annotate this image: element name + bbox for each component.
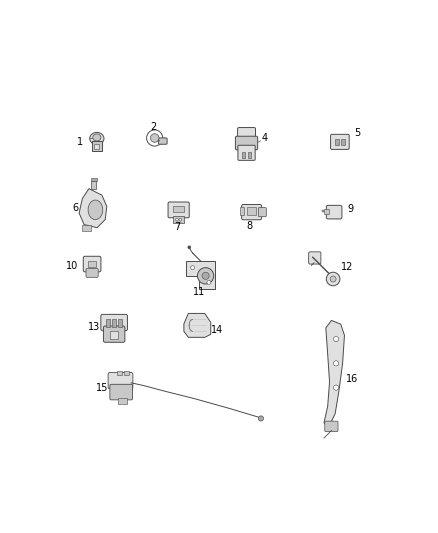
Bar (335, 139, 339, 146)
Circle shape (333, 385, 339, 390)
Polygon shape (184, 313, 211, 337)
Bar (92, 181, 96, 189)
Bar (88, 261, 96, 267)
FancyBboxPatch shape (331, 134, 349, 149)
FancyBboxPatch shape (237, 127, 255, 141)
Text: 5: 5 (354, 128, 360, 139)
Bar (110, 331, 118, 338)
FancyBboxPatch shape (242, 205, 261, 220)
FancyBboxPatch shape (309, 252, 321, 264)
Text: 12: 12 (340, 262, 353, 272)
FancyBboxPatch shape (325, 421, 338, 432)
Bar (247, 207, 256, 214)
Circle shape (258, 416, 264, 421)
Text: 8: 8 (247, 221, 253, 231)
Circle shape (198, 268, 214, 284)
FancyBboxPatch shape (238, 146, 255, 160)
FancyBboxPatch shape (258, 207, 266, 217)
Circle shape (326, 272, 340, 286)
Bar (341, 139, 345, 146)
Ellipse shape (88, 200, 103, 220)
Circle shape (188, 246, 191, 249)
Bar (94, 143, 99, 149)
Bar (173, 206, 184, 212)
FancyBboxPatch shape (86, 269, 98, 277)
Text: 9: 9 (348, 204, 354, 214)
Circle shape (333, 361, 339, 366)
Text: 1: 1 (77, 137, 83, 147)
FancyBboxPatch shape (83, 256, 101, 272)
Bar (118, 398, 127, 404)
Text: 2: 2 (150, 122, 156, 132)
Bar (124, 370, 129, 375)
Bar (112, 319, 116, 327)
Circle shape (191, 266, 194, 270)
FancyBboxPatch shape (168, 202, 189, 218)
Polygon shape (324, 320, 344, 425)
FancyBboxPatch shape (103, 326, 125, 342)
FancyBboxPatch shape (110, 384, 133, 400)
Bar (118, 319, 122, 327)
Circle shape (207, 280, 211, 284)
Circle shape (333, 336, 339, 342)
Polygon shape (186, 261, 215, 289)
Text: 6: 6 (72, 203, 78, 213)
Text: 11: 11 (193, 287, 205, 297)
Text: 10: 10 (66, 261, 78, 271)
Text: 14: 14 (211, 325, 223, 335)
Text: 15: 15 (96, 383, 109, 393)
Bar (240, 207, 244, 214)
Bar (82, 225, 91, 231)
Bar (173, 216, 184, 223)
Bar (248, 152, 251, 158)
FancyBboxPatch shape (92, 141, 102, 151)
Text: 13: 13 (88, 322, 100, 332)
Ellipse shape (93, 134, 101, 141)
Text: 4: 4 (261, 133, 267, 143)
FancyBboxPatch shape (101, 314, 127, 330)
FancyBboxPatch shape (108, 373, 133, 389)
Bar (242, 152, 245, 158)
Bar (322, 210, 325, 212)
FancyBboxPatch shape (326, 205, 342, 219)
Circle shape (202, 272, 209, 279)
Ellipse shape (90, 132, 104, 144)
Bar (106, 319, 110, 327)
Text: 7: 7 (174, 222, 180, 232)
Circle shape (150, 134, 159, 142)
Polygon shape (79, 189, 107, 228)
Bar (324, 209, 328, 214)
Text: 16: 16 (346, 375, 358, 384)
Circle shape (176, 219, 178, 221)
FancyBboxPatch shape (159, 138, 167, 144)
Circle shape (330, 276, 336, 282)
Bar (91, 178, 97, 181)
Circle shape (179, 219, 182, 221)
FancyBboxPatch shape (235, 136, 258, 150)
Bar (117, 370, 122, 375)
